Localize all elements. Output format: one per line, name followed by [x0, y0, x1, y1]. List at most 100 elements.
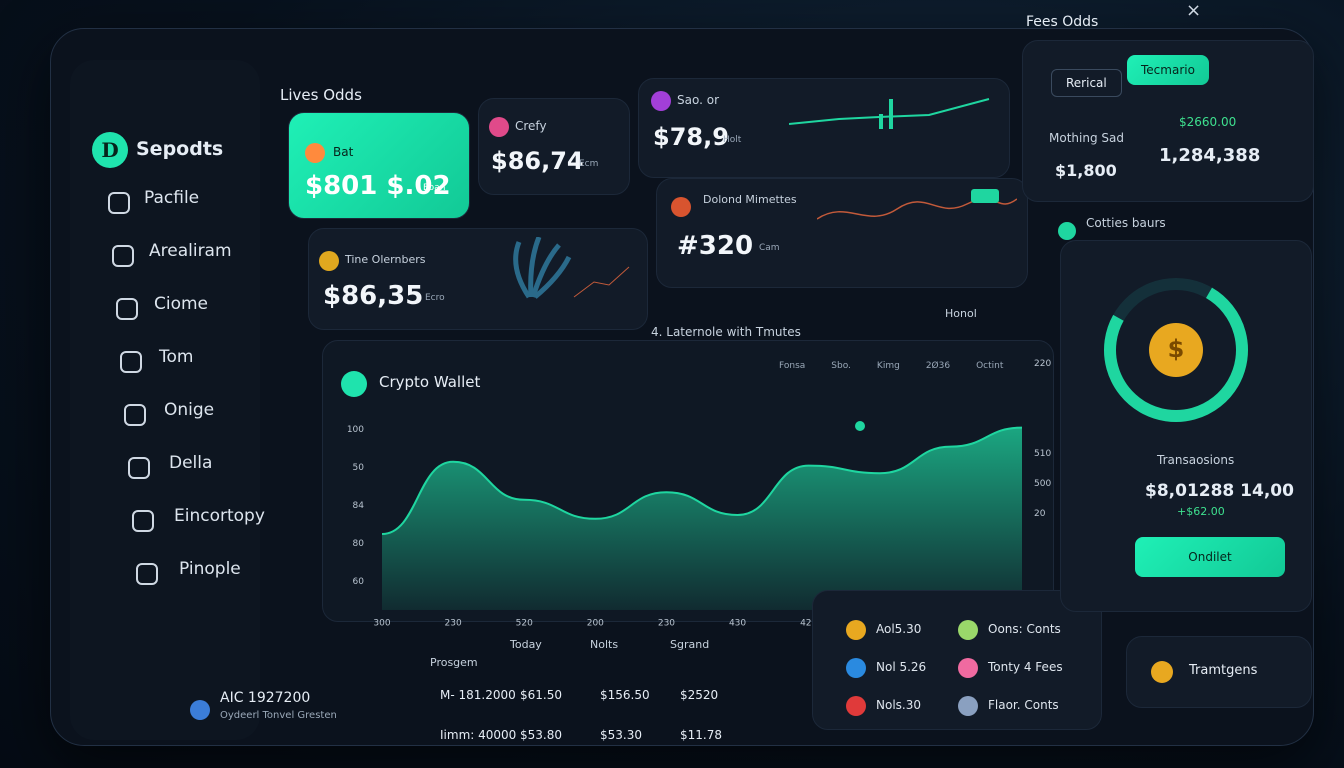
odds-card[interactable]: Crefy $86,74 Ecm — [478, 98, 630, 195]
tab[interactable]: Rerical — [1051, 69, 1122, 97]
nav-item: Arealiram — [149, 241, 232, 261]
x-tick-label: 230 — [658, 619, 675, 629]
x-tick-label: 300 — [373, 619, 390, 629]
wallet-tabs: Fonsa Sbo. Kimg 2Ø36 Octint — [779, 361, 1003, 371]
y-axis-label: 84 — [353, 501, 365, 511]
bottom-card[interactable]: Tramtgens — [1126, 636, 1312, 708]
wallet-subtitle: 4. Laternole with Tmutes — [651, 325, 801, 339]
coin-icon — [958, 658, 978, 678]
y-axis-label: 50 — [353, 463, 365, 473]
area-chart: 3002305202002304304201510220125010050848… — [347, 359, 1052, 629]
amount: $8,01288 14,00 — [1145, 481, 1294, 501]
nav-item: Della — [169, 453, 213, 473]
table-cell: $2520 — [680, 688, 719, 702]
y-axis-label: 100 — [347, 425, 364, 435]
table-cell: $156.50 — [600, 688, 650, 702]
table-header: Nolts — [590, 638, 619, 651]
fees-panel: Rerical Tecmario Mothing Sad $2660.00 $1… — [1022, 40, 1314, 202]
card-unit: Cam — [759, 243, 780, 253]
card-label: Sao. or — [677, 93, 720, 107]
row-label: Mothing Sad — [1049, 131, 1124, 145]
nav-item: Onige — [164, 400, 215, 420]
nav-item: Ciome — [154, 294, 209, 314]
coin-label: Nols.30 — [876, 698, 921, 712]
table-cell: $53.30 — [600, 728, 642, 742]
nav-icon — [108, 192, 130, 214]
logo-icon: D — [92, 132, 128, 168]
table-cell: M- 181.2000 — [440, 688, 516, 702]
sidebar: D Sepodts — [70, 60, 260, 740]
nav-icon — [128, 457, 150, 479]
card-value: #320 — [677, 231, 754, 261]
card-value: $78,9 — [653, 123, 729, 151]
table-header: Sgrand — [670, 638, 710, 651]
nav-icon — [112, 245, 134, 267]
nav-item: Pacfile — [144, 188, 200, 208]
y-axis-label: 60 — [353, 577, 365, 587]
dropdown[interactable]: Honol — [945, 307, 977, 320]
coin-icon — [846, 620, 866, 640]
donut: $ — [1104, 278, 1248, 422]
action-button[interactable]: Ondilet — [1135, 537, 1285, 577]
footer-icon — [190, 700, 210, 720]
left-value: $1,800 — [1055, 161, 1117, 180]
card-unit: Ecro — [425, 293, 445, 303]
tab[interactable]: Fonsa — [779, 361, 806, 371]
nav-icon — [136, 563, 158, 585]
mini-chart — [789, 98, 990, 129]
nav-item: Tom — [159, 347, 194, 367]
right-axis-label: 510 — [1034, 449, 1051, 459]
odds-card[interactable]: Tine Olernbers $86,35 Ecro — [308, 228, 648, 330]
delta: +$62.00 — [1177, 505, 1225, 518]
wallet-title: Crypto Wallet — [379, 373, 481, 391]
svg-text:$: $ — [1168, 335, 1185, 363]
mini-chart — [817, 189, 1017, 220]
right-axis-label: 20 — [1034, 509, 1046, 519]
wallet-icon — [341, 371, 367, 397]
right-axis-label: 500 — [1034, 479, 1051, 489]
card-value: $86,74 — [491, 147, 584, 175]
donut-label: Transaosions — [1157, 453, 1235, 467]
card-label: Bat — [333, 145, 354, 159]
nav-item: Pinople — [179, 559, 241, 579]
card-label: Dolond Mimettes — [703, 193, 797, 206]
nav-item: Eincortopy — [174, 506, 265, 526]
card-value: $801 $.02 — [305, 171, 451, 201]
change: $2660.00 — [1179, 115, 1237, 129]
logo-text: Sepodts — [136, 138, 224, 160]
right-axis-label: 220 — [1034, 359, 1051, 369]
area-line — [381, 426, 1023, 535]
nav-icon — [124, 404, 146, 426]
tab[interactable]: Tecmario — [1127, 55, 1209, 85]
card-unit: Eoan — [423, 183, 446, 193]
area — [382, 427, 1022, 610]
table-header: Today — [510, 638, 542, 651]
odds-card[interactable]: Dolond Mimettes #320 Cam — [656, 178, 1028, 288]
x-tick-label: 420 — [800, 619, 817, 629]
tab[interactable]: Octint — [976, 361, 1004, 371]
close-button[interactable]: × — [1186, 0, 1202, 21]
tab[interactable]: Kimg — [876, 361, 900, 371]
coins-section-title: Cotties baurs — [1086, 216, 1166, 230]
coin-label: Flaor. Conts — [988, 698, 1059, 712]
table-cell: $53.80 — [520, 728, 562, 742]
card-value: $86,35 — [323, 281, 424, 311]
odds-card[interactable]: Bat $801 $.02 Eoan — [288, 112, 470, 219]
coins-section: $ Transaosions $8,01288 14,00 +$62.00 On… — [1060, 240, 1312, 612]
coin-label: Nol 5.26 — [876, 660, 927, 674]
nav-icon — [120, 351, 142, 373]
tab[interactable]: 2Ø36 — [925, 361, 951, 371]
section-icon — [1058, 222, 1076, 240]
coin-label: Oons: Conts — [988, 622, 1061, 636]
x-tick-label: 430 — [729, 619, 746, 629]
odds-card[interactable]: Sao. or $78,9 Holt — [638, 78, 1010, 178]
tab[interactable]: Sbo. — [831, 361, 851, 371]
coin-icon — [958, 620, 978, 640]
x-tick-label: 200 — [587, 619, 604, 629]
coin-label: Aol5.30 — [876, 622, 922, 636]
x-tick-label: 230 — [445, 619, 462, 629]
card-label: Crefy — [515, 119, 547, 133]
nav-icon — [116, 298, 138, 320]
coin-label: Tonty 4 Fees — [988, 660, 1063, 674]
